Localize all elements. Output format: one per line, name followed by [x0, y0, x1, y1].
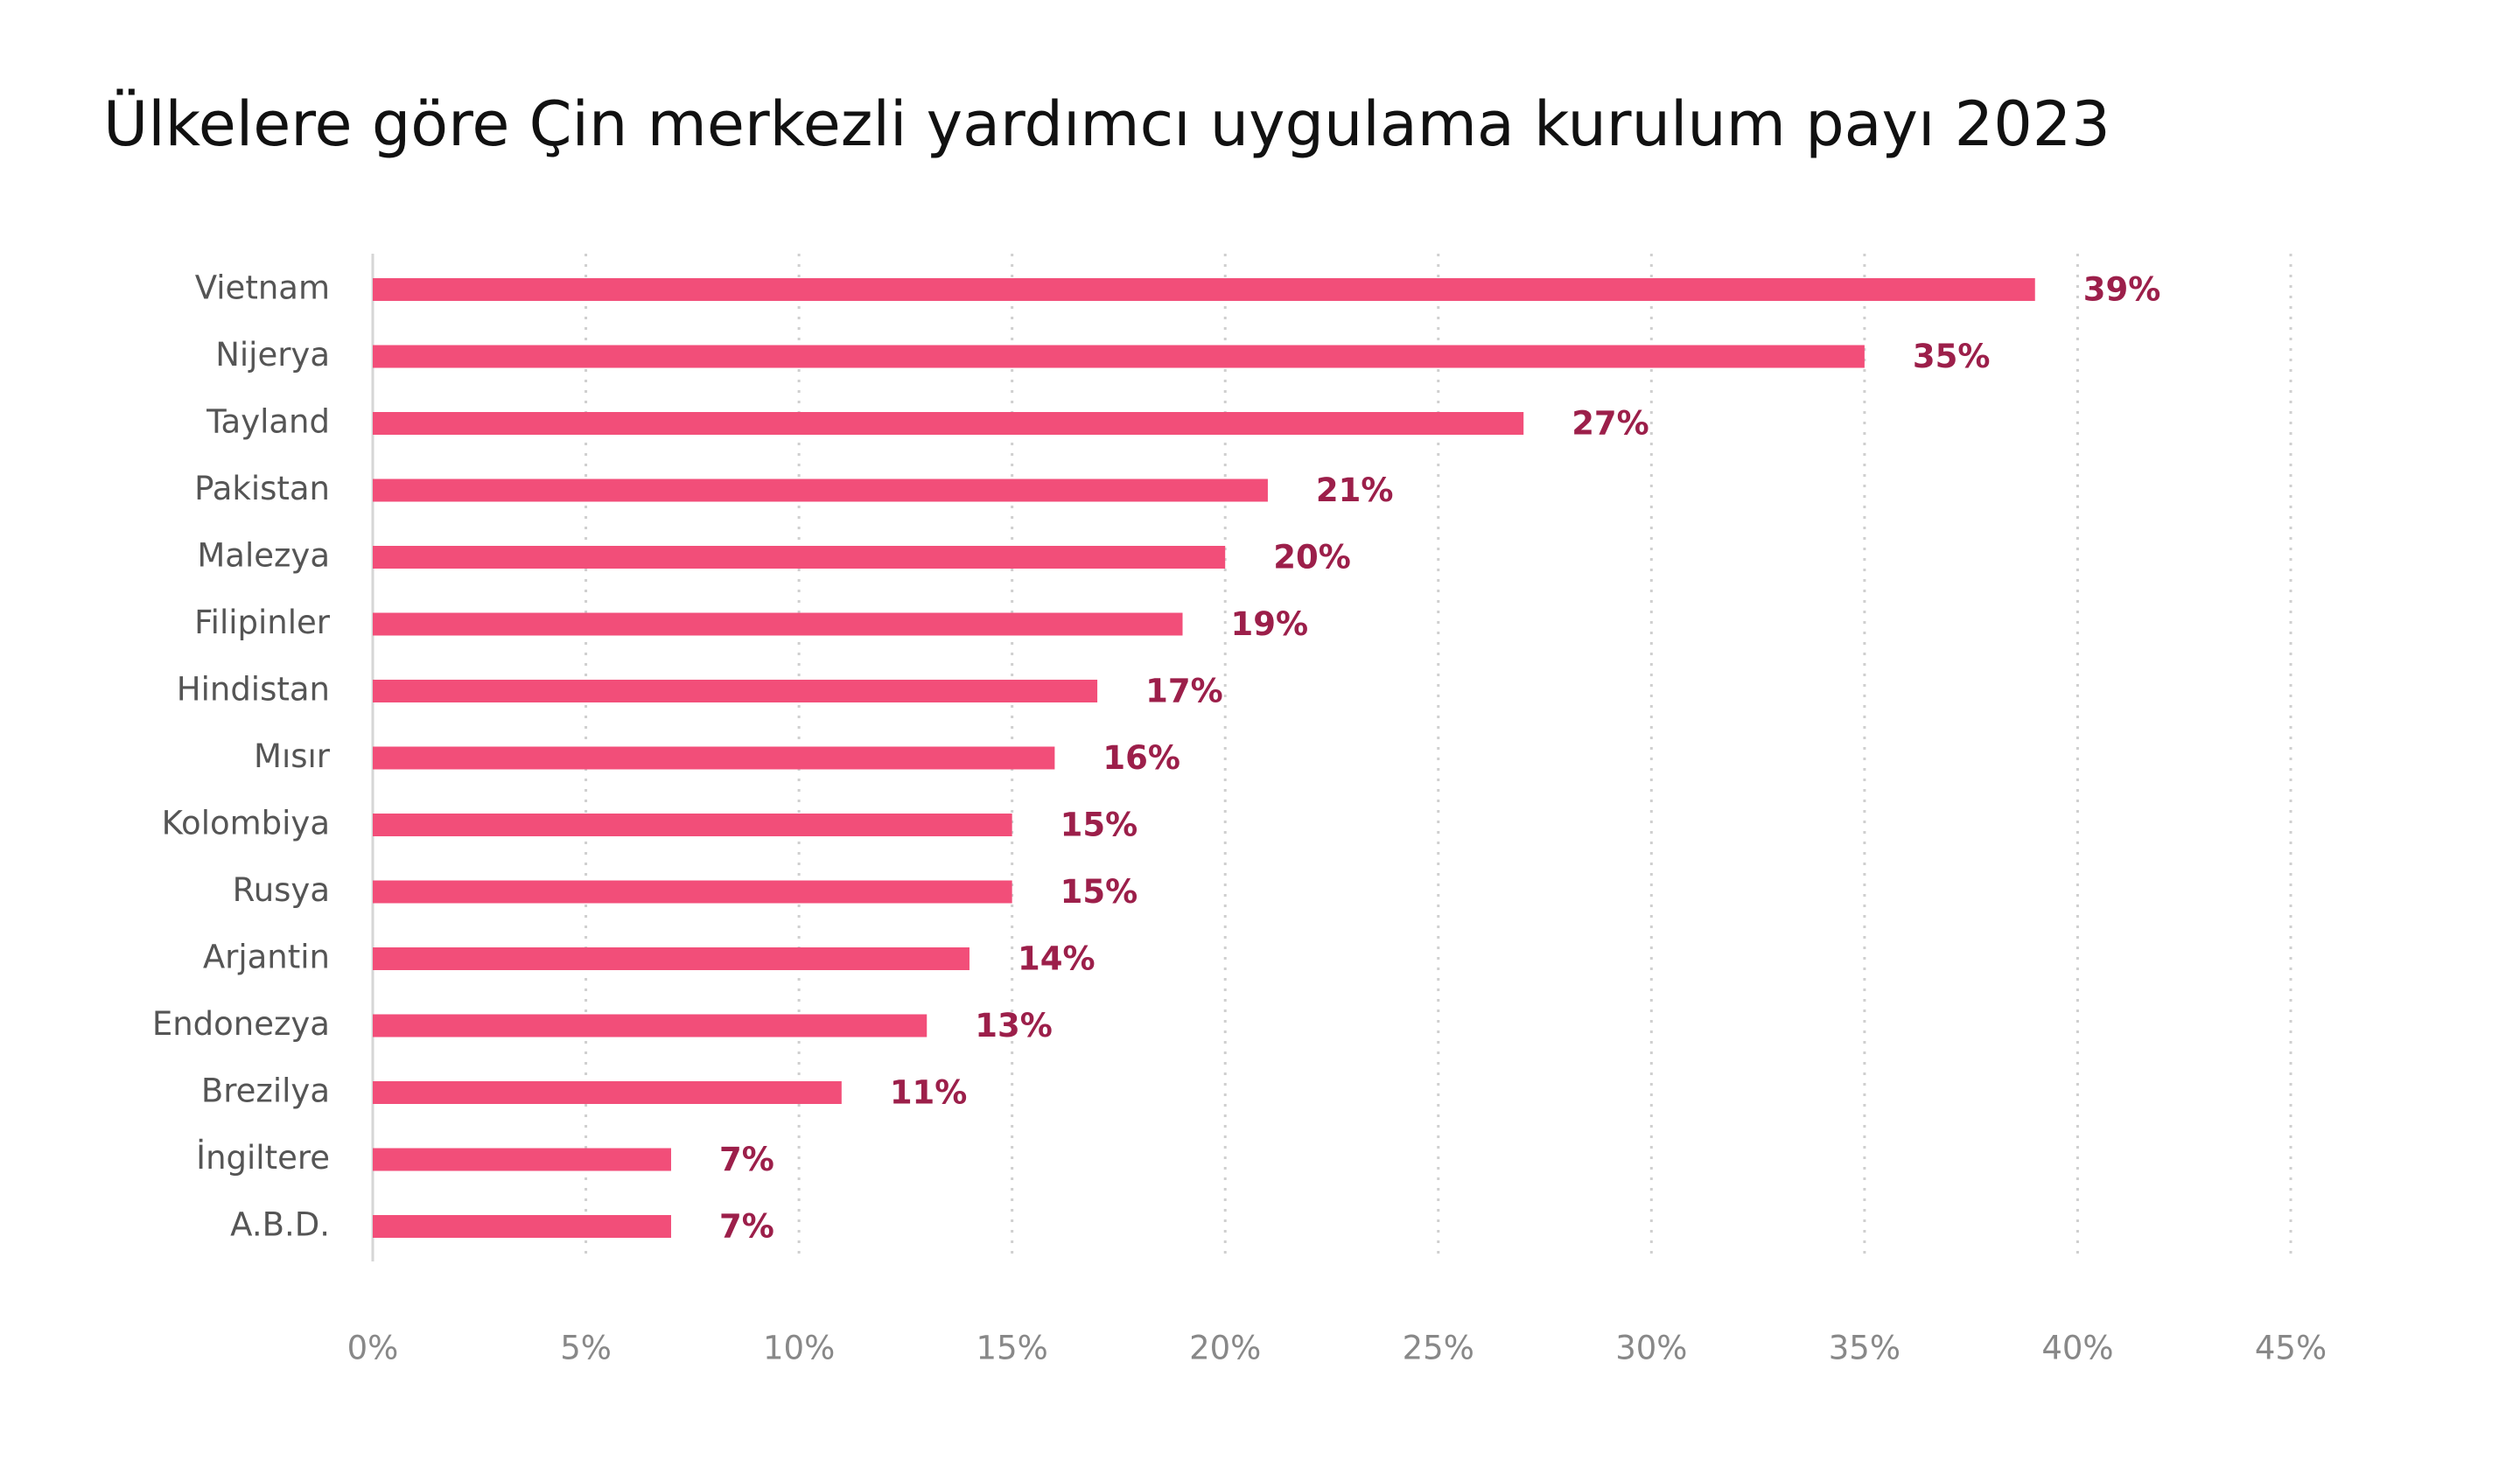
data-label: 19%: [1231, 605, 1309, 643]
y-tick-label: Tayland: [206, 403, 330, 441]
bar: [373, 746, 1055, 770]
y-tick-label: Endonezya: [152, 1005, 330, 1043]
data-label: 35%: [1913, 338, 1991, 375]
data-label: 7%: [719, 1141, 774, 1178]
bar: [373, 546, 1226, 569]
x-tick-label: 40%: [2041, 1330, 2113, 1367]
y-tick-label: Pakistan: [194, 470, 330, 507]
bar: [373, 680, 1098, 702]
bar: [373, 278, 2035, 301]
bar: [373, 612, 1183, 636]
bar: [373, 479, 1268, 502]
data-label: 11%: [890, 1074, 968, 1112]
x-tick-label: 25%: [1403, 1330, 1474, 1367]
bar: [373, 1148, 671, 1171]
data-label: 7%: [719, 1208, 774, 1246]
y-tick-label: Kolombiya: [162, 805, 330, 842]
data-label: 16%: [1102, 739, 1180, 777]
x-tick-label: 20%: [1189, 1330, 1261, 1367]
y-tick-label: Vietnam: [195, 269, 330, 307]
x-tick-label: 0%: [347, 1330, 399, 1367]
y-tick-label: Mısır: [254, 737, 331, 775]
bar: [373, 1014, 928, 1037]
y-tick-label: A.B.D.: [230, 1206, 330, 1244]
bar: [373, 412, 1524, 435]
y-tick-label: Hindistan: [177, 671, 330, 709]
data-label: 39%: [2083, 271, 2161, 309]
y-tick-label: Rusya: [233, 871, 330, 909]
data-label: 17%: [1145, 673, 1223, 710]
bar: [373, 880, 1012, 904]
x-tick-label: 15%: [976, 1330, 1048, 1367]
bar: [373, 947, 970, 970]
chart-title: Ülkelere göre Çin merkezli yardımcı uygu…: [103, 88, 2110, 160]
data-label: 21%: [1316, 472, 1394, 509]
x-tick-label: 45%: [2255, 1330, 2327, 1367]
data-label: 14%: [1018, 940, 1096, 978]
data-label: 27%: [1572, 405, 1649, 443]
x-tick-label: 10%: [763, 1330, 835, 1367]
y-tick-label: Nijerya: [215, 336, 330, 374]
x-tick-label: 5%: [560, 1330, 612, 1367]
x-tick-label: 30%: [1615, 1330, 1687, 1367]
data-label: 15%: [1060, 873, 1138, 911]
bar: [373, 1081, 842, 1104]
y-tick-label: Malezya: [197, 537, 330, 575]
bar: [373, 1215, 671, 1238]
x-tick-label: 35%: [1829, 1330, 1900, 1367]
y-tick-label: İngiltere: [196, 1139, 330, 1177]
data-label: 15%: [1060, 807, 1138, 844]
bar: [373, 345, 1865, 368]
data-label: 20%: [1273, 539, 1351, 576]
y-tick-label: Arjantin: [203, 939, 330, 976]
y-tick-label: Brezilya: [201, 1072, 330, 1110]
bar: [373, 814, 1012, 836]
y-tick-label: Filipinler: [194, 604, 331, 641]
data-label: 13%: [975, 1007, 1053, 1044]
